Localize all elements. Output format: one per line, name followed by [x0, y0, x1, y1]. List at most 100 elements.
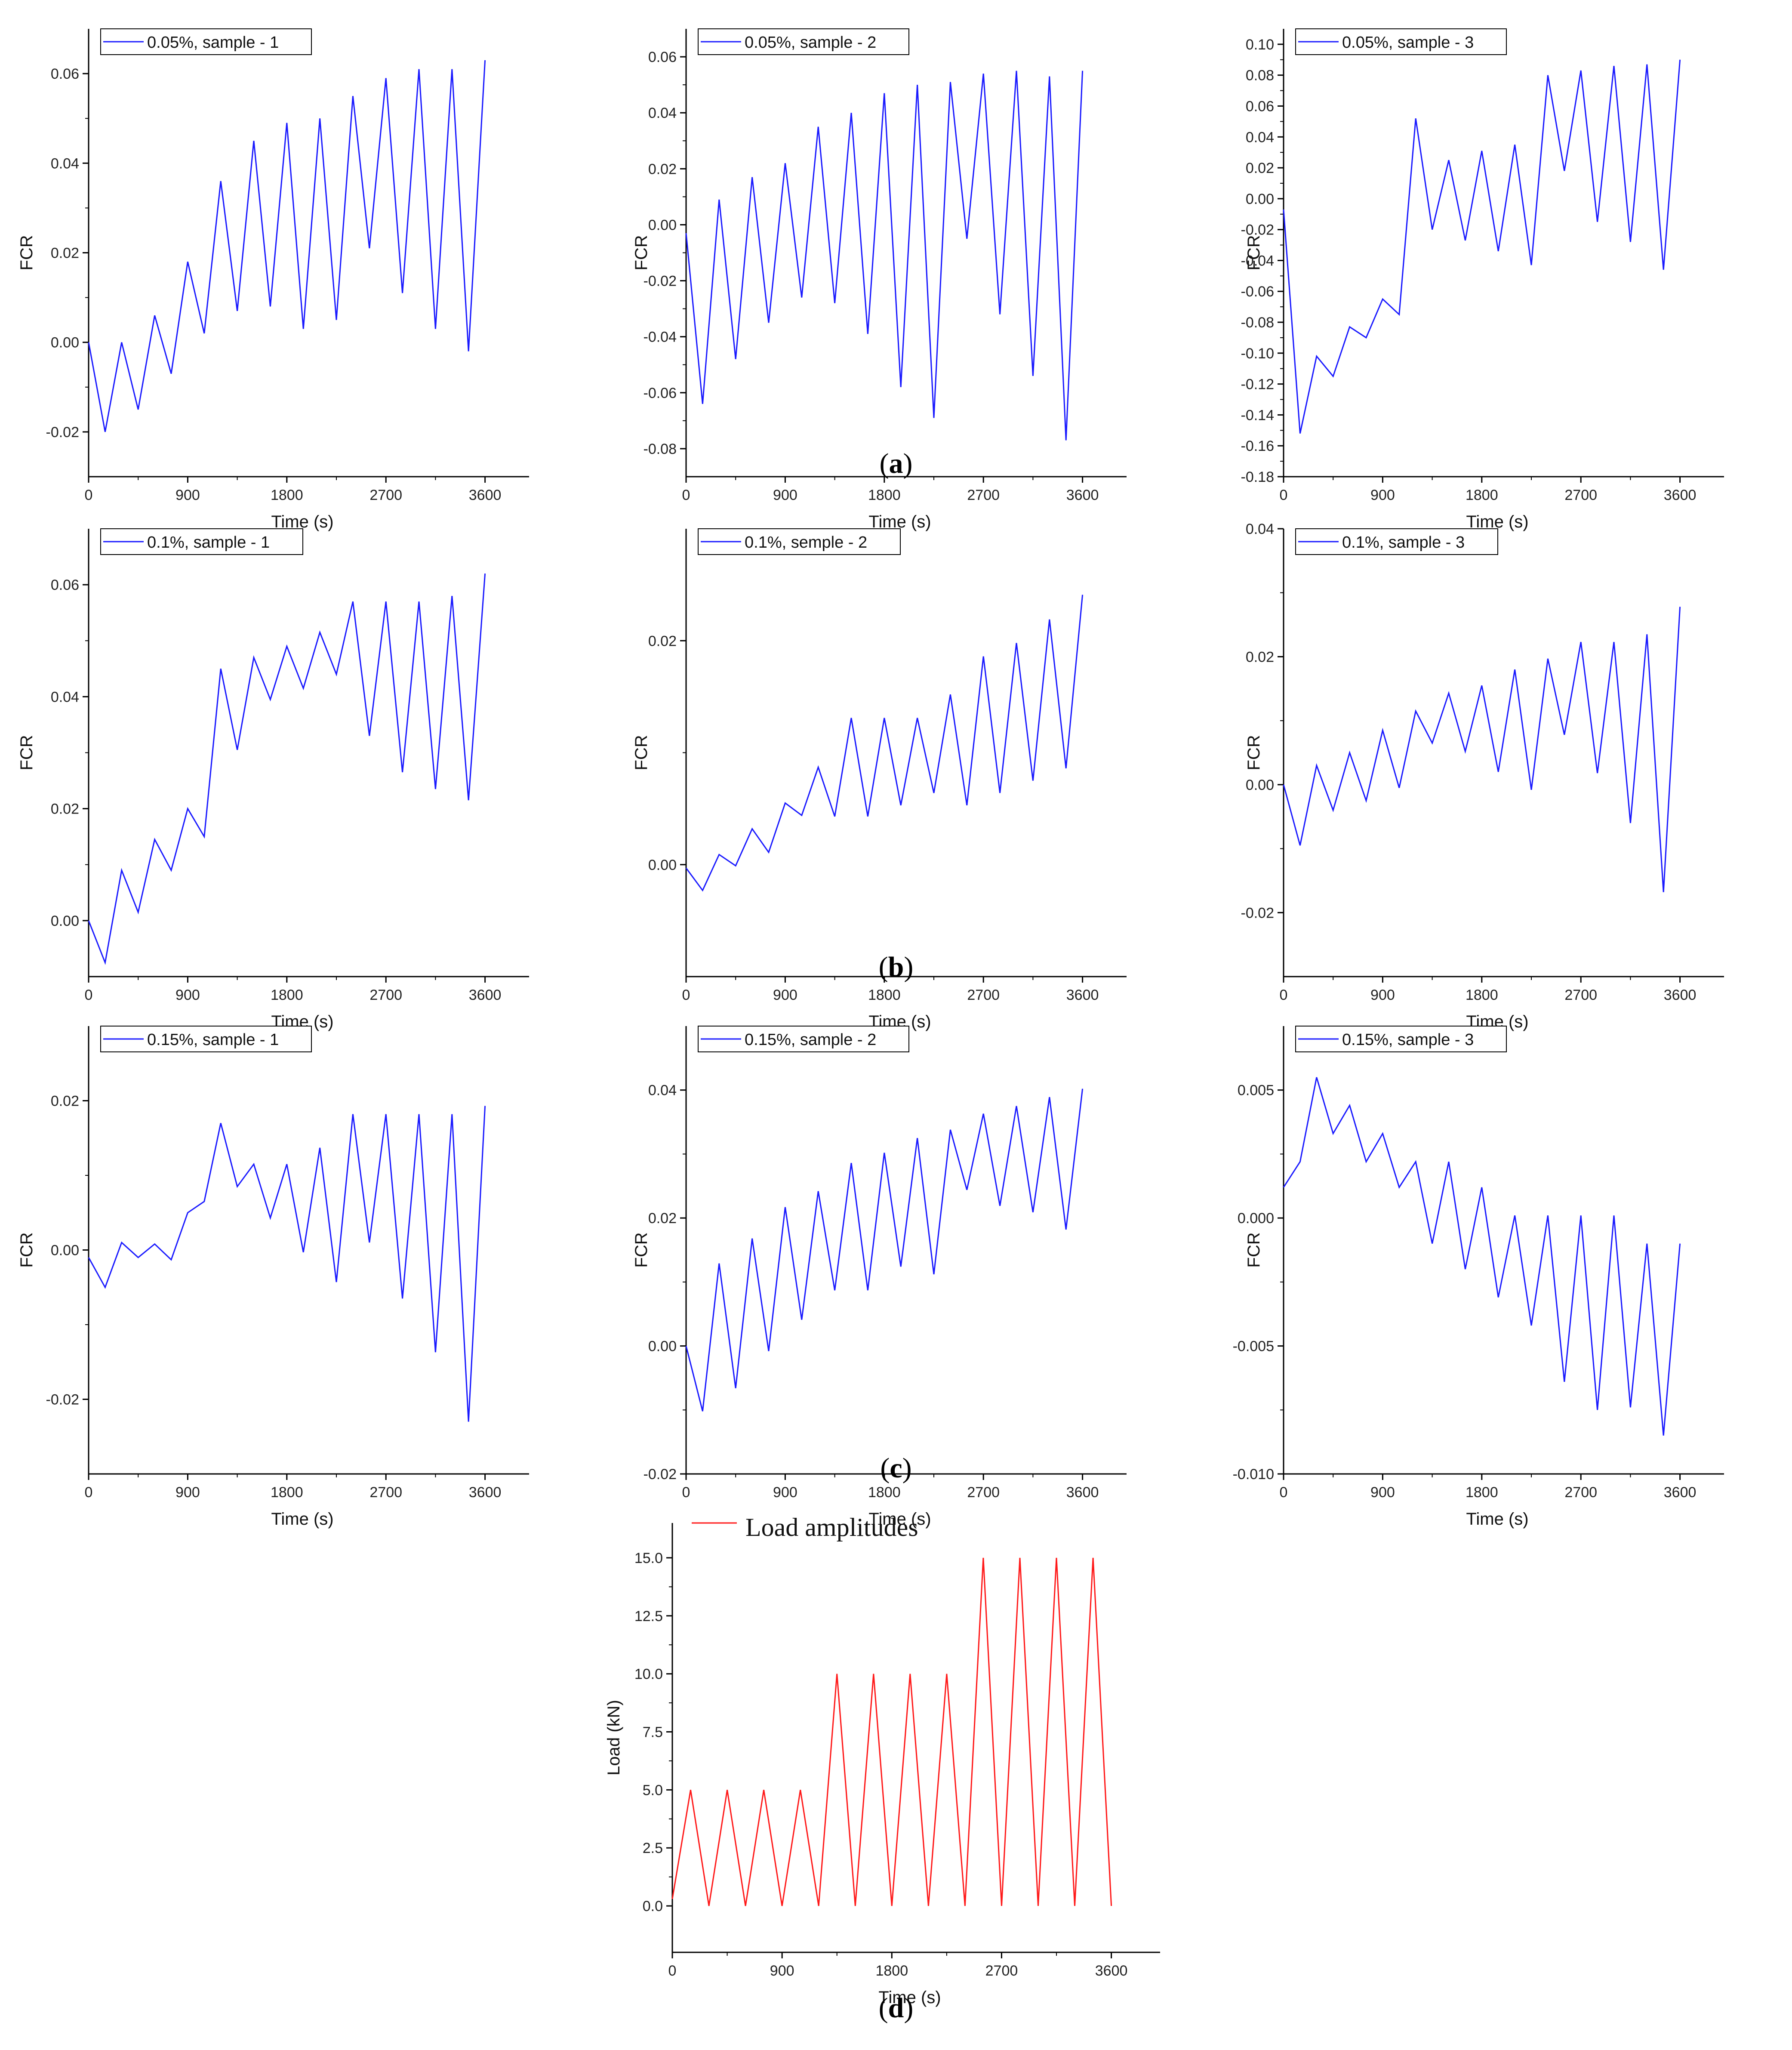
x-tick-label: 900: [1370, 1484, 1395, 1501]
chart-panel-a1: 0 900 1800 2700 3600 -0.02 0.00 0.02 0.04 0.06 Tim…: [0, 0, 597, 531]
y-tick-label: 0.02: [648, 161, 677, 177]
x-axis-title: Time (s): [1466, 512, 1528, 531]
legend-label: 0.15%, sample - 3: [1342, 1031, 1474, 1049]
y-tick-label: -0.04: [1241, 253, 1275, 269]
legend-label: 0.05%, sample - 3: [1342, 34, 1474, 52]
x-tick-label: 2700: [1564, 987, 1597, 1003]
y-tick-label: 0.00: [51, 1242, 79, 1259]
y-axis-title: Load (kN): [604, 1700, 623, 1776]
y-tick-label: 0.00: [51, 335, 79, 351]
x-tick-label: 1800: [1466, 487, 1498, 503]
y-tick-label: 15.0: [634, 1550, 663, 1566]
x-tick-label: 3600: [1095, 1963, 1128, 1979]
legend-label: Load amplitudes: [745, 1513, 918, 1541]
x-tick-label: 0: [1280, 987, 1288, 1003]
x-tick-label: 0: [682, 987, 690, 1003]
y-tick-label: -0.02: [644, 1466, 677, 1483]
legend-label: 0.1%, sample - 1: [147, 533, 270, 552]
x-tick-label: 0: [682, 1484, 690, 1501]
x-tick-label: 0: [668, 1963, 677, 1979]
y-tick-label: 0.06: [648, 49, 677, 65]
x-tick-label: 900: [773, 487, 797, 503]
y-tick-label: -0.08: [644, 441, 677, 457]
y-tick-label: 0.08: [1246, 68, 1274, 84]
x-tick-label: 3600: [1066, 487, 1099, 503]
x-tick-label: 2700: [1564, 487, 1597, 503]
y-tick-label: -0.02: [46, 424, 80, 441]
y-tick-label: 0.0: [643, 1898, 663, 1914]
data-series-line: [1283, 607, 1681, 892]
y-tick-label: 0.00: [51, 913, 79, 929]
y-tick-label: 12.5: [634, 1608, 663, 1625]
y-tick-label: 0.02: [648, 1210, 677, 1227]
y-tick-label: 10.0: [634, 1666, 663, 1683]
x-axis-title: Time (s): [271, 512, 333, 531]
data-series-line: [1283, 59, 1681, 434]
x-tick-label: 900: [176, 487, 200, 503]
x-axis-title: Time (s): [1466, 1510, 1528, 1529]
x-tick-label: 900: [773, 987, 797, 1003]
y-tick-label: 0.02: [1246, 160, 1274, 176]
y-tick-label: 2.5: [643, 1840, 663, 1856]
legend-label: 0.15%, sample - 2: [745, 1031, 876, 1049]
y-tick-label: 0.005: [1238, 1082, 1274, 1099]
data-series-line: [1283, 1077, 1681, 1436]
data-series-line: [88, 1106, 486, 1422]
y-tick-label: 0.00: [648, 857, 677, 873]
x-tick-label: 3600: [1066, 987, 1099, 1003]
chart-svg-a1: 0 900 1800 2700 3600 -0.02 0.00 0.02 0.04 0.06 Tim…: [17, 28, 529, 531]
x-tick-label: 1800: [868, 487, 901, 503]
x-tick-label: 1800: [875, 1963, 908, 1979]
legend-label: 0.1%, sample - 3: [1342, 533, 1465, 552]
y-tick-label: -0.02: [644, 273, 677, 290]
y-tick-label: 0.00: [648, 1338, 677, 1355]
y-axis-title: FCR: [17, 235, 36, 270]
x-tick-label: 3600: [1664, 987, 1697, 1003]
x-tick-label: 3600: [1664, 1484, 1697, 1501]
y-tick-label: 0.02: [648, 633, 677, 649]
y-axis-title: FCR: [17, 1232, 36, 1267]
chart-svg-a3: 0 900 1800 2700 3600 -0.18 -0.16 -0.14 -0.12 -0.1…: [1241, 28, 1724, 531]
y-tick-label: 0.02: [51, 801, 79, 817]
x-tick-label: 2700: [967, 1484, 1000, 1501]
x-tick-label: 1800: [271, 987, 303, 1003]
x-tick-label: 900: [1370, 987, 1395, 1003]
chart-svg-a2: 0 900 1800 2700 3600 -0.08 -0.06 -0.04 -0.02 0.00…: [632, 28, 1127, 531]
y-tick-label: -0.010: [1233, 1466, 1274, 1483]
x-tick-label: 900: [773, 1484, 797, 1501]
y-tick-label: -0.10: [1241, 345, 1275, 362]
chart-panel-b2: 0 900 1800 2700 3600 0.00 0.02 Time (s) FCR 0.1%,…: [597, 500, 1195, 1031]
y-axis-title: FCR: [632, 235, 651, 270]
y-tick-label: -0.18: [1241, 469, 1275, 485]
y-tick-label: 0.02: [1246, 649, 1274, 665]
y-tick-label: -0.04: [644, 329, 677, 345]
x-tick-label: 0: [682, 487, 690, 503]
x-tick-label: 0: [85, 1484, 93, 1501]
caption-c: (c): [880, 1452, 912, 1484]
caption-b: (b): [878, 951, 914, 983]
data-series-line: [685, 71, 1084, 441]
data-series-line: [671, 1557, 1112, 1906]
y-tick-label: 0.10: [1246, 37, 1274, 53]
y-tick-label: 0.04: [648, 1082, 677, 1099]
y-tick-label: -0.06: [1241, 284, 1275, 300]
x-tick-label: 1800: [1466, 987, 1498, 1003]
x-tick-label: 3600: [1066, 1484, 1099, 1501]
x-tick-label: 2700: [967, 987, 1000, 1003]
y-tick-label: 5.0: [643, 1782, 663, 1798]
x-tick-label: 1800: [868, 1484, 901, 1501]
x-axis-title: Time (s): [878, 1988, 941, 2007]
chart-svg-c3: 0 900 1800 2700 3600 -0.010 -0.005 0.000 0.005 Ti…: [1233, 1026, 1724, 1529]
legend-label: 0.15%, sample - 1: [147, 1031, 279, 1049]
y-tick-label: 0.04: [648, 105, 677, 121]
x-tick-label: 1800: [1466, 1484, 1498, 1501]
y-axis-title: FCR: [17, 735, 36, 770]
x-tick-label: 900: [176, 987, 200, 1003]
x-tick-label: 2700: [967, 487, 1000, 503]
x-tick-label: 0: [85, 987, 93, 1003]
legend-label: 0.05%, sample - 2: [745, 34, 876, 52]
y-tick-label: -0.12: [1241, 376, 1275, 393]
